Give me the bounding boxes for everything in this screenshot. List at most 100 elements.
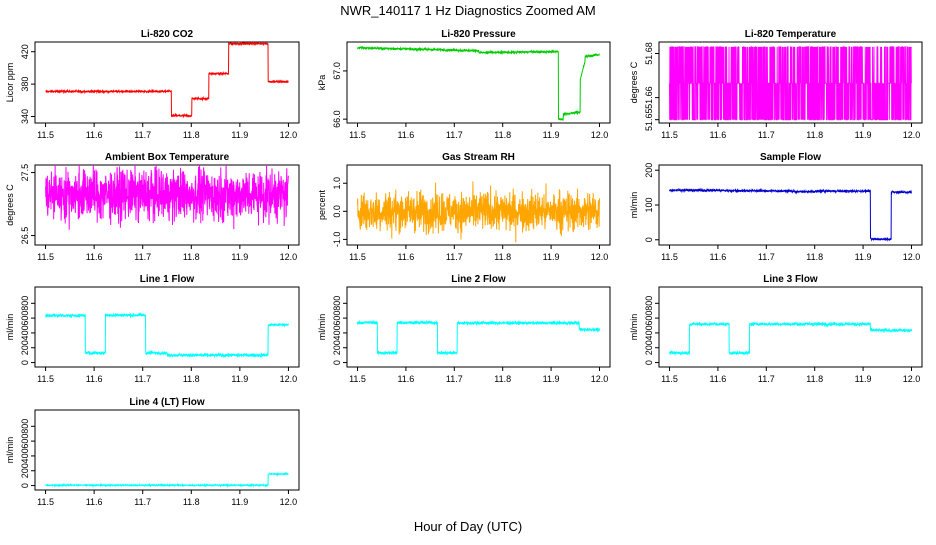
panel-3: Li-820 Temperature 11.5 11.6 11.7 11.8 11.9 12… xyxy=(629,29,923,140)
x-tick-label: 11.7 xyxy=(134,497,151,507)
panel-title: Li-820 Temperature xyxy=(745,29,837,40)
x-tick-label: 11.6 xyxy=(397,252,414,262)
plot-frame xyxy=(34,409,300,491)
series-line xyxy=(357,181,600,243)
x-tick-label: 12.0 xyxy=(591,374,609,384)
y-axis-label: ml/min xyxy=(629,192,639,219)
x-tick-label: 12.0 xyxy=(280,130,298,140)
y-tick-label: 26.5 xyxy=(20,227,30,245)
x-tick-label: 11.8 xyxy=(183,374,200,384)
x-tick-label: 11.6 xyxy=(86,252,103,262)
panel-9: Line 3 Flow 11.5 11.6 11.7 11.8 11.9 12.0 0 2004… xyxy=(629,274,923,384)
y-tick-label: 800 xyxy=(20,419,30,434)
x-tick-label: 11.6 xyxy=(397,130,414,140)
y-axis-label: degrees C xyxy=(5,184,15,226)
x-tick-label: 12.0 xyxy=(591,130,609,140)
plot-frame xyxy=(346,164,611,246)
y-tick-label: 400 xyxy=(20,448,30,463)
x-tick-label: 11.8 xyxy=(183,252,200,262)
x-tick-label: 11.5 xyxy=(37,374,54,384)
y-tick-label: 200 xyxy=(332,340,342,355)
panel-8: Line 2 Flow 11.5 11.6 11.7 11.8 11.9 12.0 0 2004… xyxy=(317,274,611,384)
series-line xyxy=(669,321,912,357)
plot-frame xyxy=(346,286,611,368)
panel-title: Line 1 Flow xyxy=(140,274,195,285)
y-tick-label: 0.0 xyxy=(332,205,342,218)
y-tick-label: 340 xyxy=(20,109,30,124)
x-tick-label: 12.0 xyxy=(903,374,921,384)
y-tick-label: 420 xyxy=(20,44,30,59)
plot-frame xyxy=(34,164,300,246)
panel-title: Gas Stream RH xyxy=(442,152,515,163)
x-tick-label: 11.9 xyxy=(231,374,248,384)
x-tick-label: 11.6 xyxy=(709,130,726,140)
x-tick-label: 11.9 xyxy=(855,130,872,140)
plot-frame xyxy=(658,164,923,246)
y-tick-label: 800 xyxy=(20,296,30,311)
x-tick-label: 11.5 xyxy=(37,130,54,140)
x-tick-label: 12.0 xyxy=(903,252,921,262)
y-tick-label: 200 xyxy=(20,463,30,478)
y-tick-label: 400 xyxy=(20,325,30,340)
series-line xyxy=(669,46,912,121)
y-tick-label: 800 xyxy=(332,296,342,311)
panel-4: Ambient Box Temperature 11.5 11.6 11.7 11.8 1… xyxy=(5,152,300,262)
x-tick-label: 11.7 xyxy=(134,130,151,140)
x-tick-label: 11.6 xyxy=(86,497,103,507)
x-tick-label: 11.5 xyxy=(349,130,366,140)
x-tick-label: 11.6 xyxy=(86,374,103,384)
y-tick-label: 66.0 xyxy=(332,110,342,128)
y-axis-label: degrees C xyxy=(629,61,639,103)
x-tick-label: 11.5 xyxy=(37,252,54,262)
x-tick-label: 11.5 xyxy=(661,130,678,140)
plot-frame xyxy=(34,41,300,124)
x-tick-label: 12.0 xyxy=(280,374,298,384)
y-tick-label: 380 xyxy=(20,77,30,92)
x-tick-label: 11.6 xyxy=(709,374,726,384)
y-axis-label: ml/min xyxy=(5,314,15,341)
panel-title: Ambient Box Temperature xyxy=(105,152,230,163)
y-tick-label: 400 xyxy=(332,325,342,340)
x-tick-label: 11.7 xyxy=(446,130,463,140)
y-tick-label: 600 xyxy=(20,434,30,449)
x-tick-label: 11.8 xyxy=(183,130,200,140)
y-axis-label: percent xyxy=(317,189,327,220)
x-tick-label: 11.8 xyxy=(806,252,823,262)
y-axis-label: ml/min xyxy=(317,314,327,341)
figure-title: NWR_140117 1 Hz Diagnostics Zoomed AM xyxy=(340,3,596,18)
x-tick-label: 11.9 xyxy=(543,374,560,384)
x-tick-label: 11.5 xyxy=(661,252,678,262)
y-tick-label: 0 xyxy=(20,483,30,488)
x-tick-label: 11.7 xyxy=(134,252,151,262)
y-tick-label: 600 xyxy=(332,311,342,326)
y-tick-label: 51.65 xyxy=(644,108,654,131)
y-axis-label: kPa xyxy=(317,75,327,91)
y-tick-label: 600 xyxy=(20,311,30,326)
series-line xyxy=(357,319,600,356)
plot-frame xyxy=(658,286,923,368)
x-tick-label: 11.7 xyxy=(758,130,775,140)
x-tick-label: 11.8 xyxy=(806,130,823,140)
panel-1: Li-820 CO2 11.5 11.6 11.7 11.8 11.9 12.0 340 380… xyxy=(5,29,300,140)
y-tick-label: 0 xyxy=(644,237,654,242)
y-tick-label: 200 xyxy=(20,340,30,355)
panel-7: Line 1 Flow 11.5 11.6 11.7 11.8 11.9 12.0 0 2004… xyxy=(5,274,300,384)
y-tick-label: 51.66 xyxy=(644,86,654,109)
panel-title: Li-820 CO2 xyxy=(141,29,194,40)
x-tick-label: 11.7 xyxy=(446,252,463,262)
x-tick-label: 11.8 xyxy=(806,374,823,384)
panel-title: Sample Flow xyxy=(760,152,821,163)
y-tick-label: 100 xyxy=(644,197,654,212)
x-tick-label: 11.8 xyxy=(494,374,511,384)
x-tick-label: 11.5 xyxy=(349,252,366,262)
x-tick-label: 11.9 xyxy=(855,252,872,262)
y-tick-label: 27.5 xyxy=(20,164,30,182)
panel-grid: Li-820 CO2 11.5 11.6 11.7 11.8 11.9 12.0 340 380… xyxy=(5,29,923,507)
series-line xyxy=(45,312,289,359)
y-tick-label: 400 xyxy=(644,325,654,340)
series-line xyxy=(45,164,289,230)
x-tick-label: 11.5 xyxy=(349,374,366,384)
y-tick-label: 1.0 xyxy=(332,177,342,190)
panel-6: Sample Flow 11.5 11.6 11.7 11.8 11.9 12.0 0 100 2… xyxy=(629,152,923,262)
